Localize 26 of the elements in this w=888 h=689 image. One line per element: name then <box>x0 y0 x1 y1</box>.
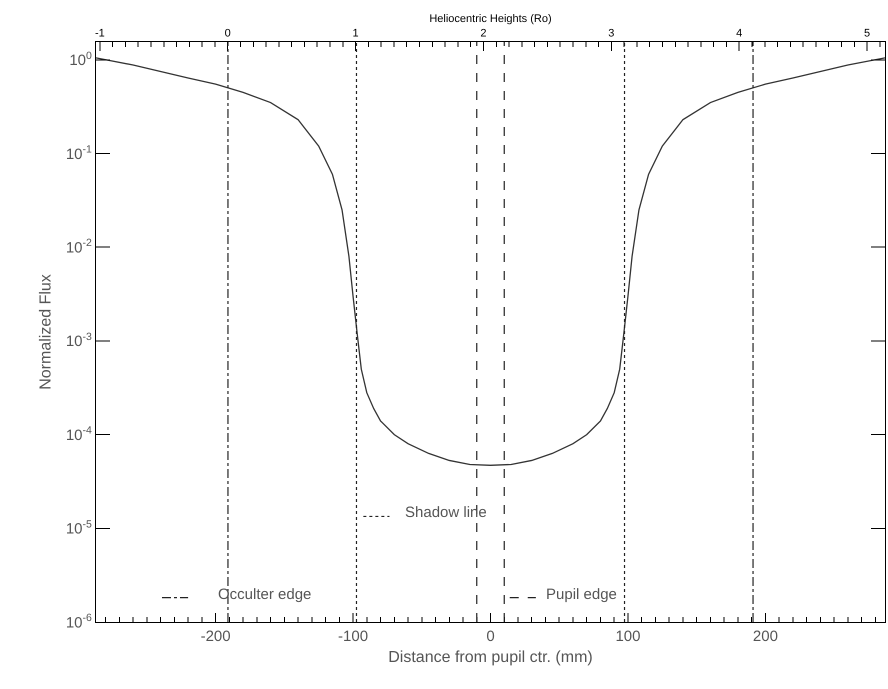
ref-line-label: Pupil edge <box>546 586 617 603</box>
x-tick-label: 200 <box>752 628 778 646</box>
x2-tick-label: 0 <box>224 27 231 40</box>
y-axis-title: Normalized Flux <box>38 274 55 390</box>
y-tick-label: 10$^{0}$ <box>69 50 92 70</box>
x2-tick-label: -1 <box>94 27 105 40</box>
y-tick-label: 10$^{-1}$ <box>66 143 92 163</box>
x-axis-title: Distance from pupil ctr. (mm) <box>388 648 593 666</box>
x2-tick-label: 4 <box>736 27 742 40</box>
x-tick-label: -100 <box>338 628 368 646</box>
x2-tick-label: 3 <box>608 27 614 40</box>
y-tick-label: 10$^{-4}$ <box>66 424 92 444</box>
line-series <box>96 57 885 466</box>
y-tick-label: 10$^{-5}$ <box>66 518 92 538</box>
y-tick-label: 10$^{-3}$ <box>66 330 92 350</box>
x-tick-label: 100 <box>615 628 640 646</box>
x2-axis-title: Heliocentric Heights (Ro) <box>429 13 552 26</box>
y-tick-label: 10$^{-2}$ <box>66 237 92 256</box>
ref-line-label: Shadow line <box>405 504 487 521</box>
x2-tick-label: 2 <box>480 27 487 40</box>
x2-tick-label: 1 <box>352 27 359 40</box>
x-tick-label: -200 <box>200 628 231 646</box>
ref-line-label: Occulter edge <box>218 586 312 603</box>
y-tick-label: 10$^{-6}$ <box>66 612 92 632</box>
x-tick-label: 0 <box>486 628 495 646</box>
x2-tick-label: 5 <box>864 27 870 40</box>
